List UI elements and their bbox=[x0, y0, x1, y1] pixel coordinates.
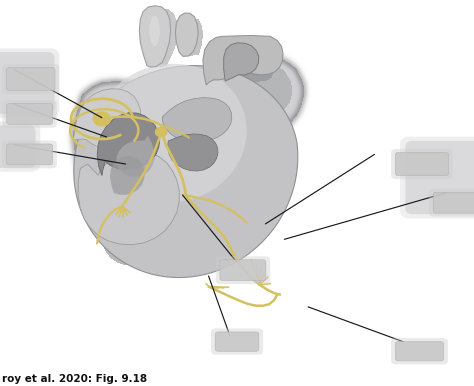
FancyBboxPatch shape bbox=[391, 338, 448, 364]
FancyBboxPatch shape bbox=[429, 189, 474, 217]
FancyBboxPatch shape bbox=[0, 48, 59, 118]
Ellipse shape bbox=[149, 15, 160, 46]
FancyBboxPatch shape bbox=[216, 256, 270, 284]
FancyBboxPatch shape bbox=[433, 192, 474, 213]
Text: roy et al. 2020: Fig. 9.18: roy et al. 2020: Fig. 9.18 bbox=[2, 374, 147, 384]
FancyBboxPatch shape bbox=[211, 328, 263, 355]
Polygon shape bbox=[73, 89, 141, 148]
FancyBboxPatch shape bbox=[2, 64, 59, 94]
FancyBboxPatch shape bbox=[395, 342, 444, 361]
FancyBboxPatch shape bbox=[7, 68, 55, 91]
Polygon shape bbox=[175, 13, 198, 56]
FancyBboxPatch shape bbox=[220, 260, 266, 281]
FancyBboxPatch shape bbox=[391, 149, 453, 179]
FancyBboxPatch shape bbox=[405, 141, 474, 214]
Polygon shape bbox=[117, 136, 155, 177]
FancyBboxPatch shape bbox=[0, 125, 36, 168]
FancyBboxPatch shape bbox=[2, 100, 57, 128]
FancyBboxPatch shape bbox=[400, 137, 474, 218]
Circle shape bbox=[93, 112, 110, 126]
FancyBboxPatch shape bbox=[395, 152, 448, 176]
FancyBboxPatch shape bbox=[7, 144, 53, 165]
Polygon shape bbox=[110, 156, 145, 195]
FancyBboxPatch shape bbox=[215, 332, 259, 351]
Polygon shape bbox=[203, 36, 283, 85]
Circle shape bbox=[155, 127, 167, 137]
FancyBboxPatch shape bbox=[0, 52, 55, 114]
Polygon shape bbox=[95, 64, 246, 203]
Polygon shape bbox=[78, 150, 179, 245]
Polygon shape bbox=[168, 134, 218, 171]
FancyBboxPatch shape bbox=[0, 122, 40, 172]
Polygon shape bbox=[162, 98, 232, 142]
Polygon shape bbox=[97, 113, 160, 176]
FancyBboxPatch shape bbox=[2, 141, 57, 168]
Polygon shape bbox=[224, 43, 259, 81]
Polygon shape bbox=[74, 66, 298, 278]
FancyBboxPatch shape bbox=[7, 103, 53, 124]
Polygon shape bbox=[139, 6, 171, 67]
